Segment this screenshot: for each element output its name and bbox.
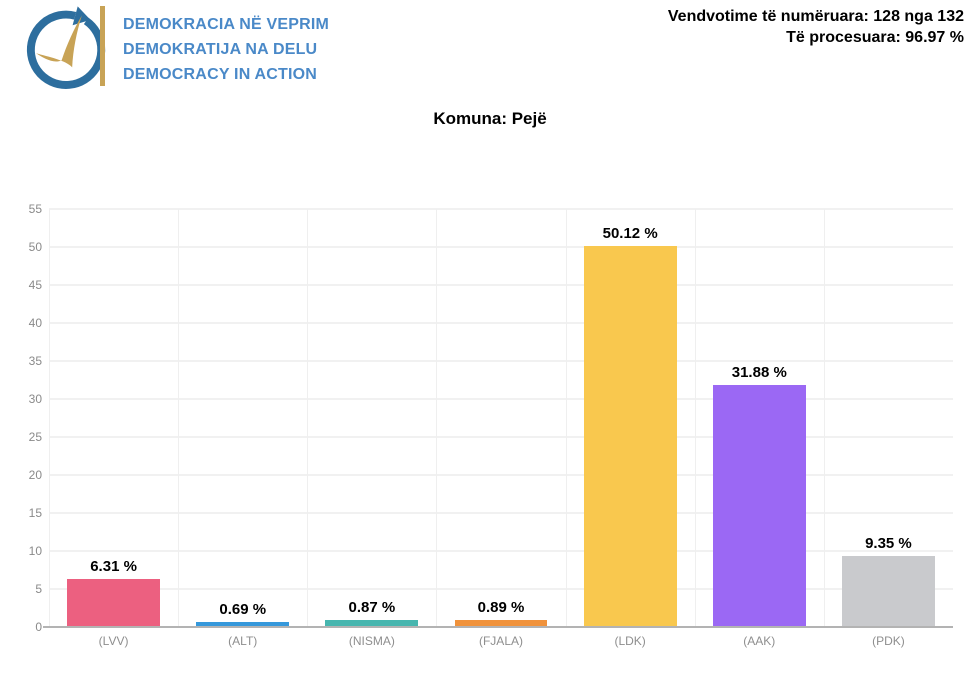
bar-value-label: 9.35 % <box>865 534 912 552</box>
x-axis-line <box>43 626 953 628</box>
h-gridline <box>49 246 953 248</box>
v-gridline <box>49 209 50 627</box>
democracy-in-action-logo-icon <box>26 6 106 89</box>
polling-stations-counted: Vendvotime të numëruara: 128 nga 132 <box>667 8 964 25</box>
bar-value-label: 0.69 % <box>219 600 267 618</box>
bar-alt[interactable] <box>196 621 290 627</box>
counting-stats: Vendvotime të numëruara: 128 nga 132 Të … <box>668 6 964 48</box>
v-gridline <box>694 209 696 627</box>
x-axis-labels: (LVV) (ALT) (NISMA) (FJALA) (LDK) (AAK) (PDK) <box>49 634 953 652</box>
h-gridline <box>49 588 953 590</box>
bar-value-label: 0.89 % <box>477 599 525 617</box>
processed-percentage: Të procesuara: 96.97 % <box>786 29 964 46</box>
y-tick-label: 20 <box>28 468 42 482</box>
h-gridline <box>49 208 953 210</box>
y-axis: 0 5 10 15 20 25 30 35 40 45 50 55 <box>0 202 42 634</box>
brand-line-serbian: DEMOKRATIJA NA DELU <box>123 41 318 58</box>
v-gridline <box>436 209 438 627</box>
brand-line-albanian: DEMOKRACIA NË VEPRIM <box>123 16 330 33</box>
brand-wordmark: DEMOKRACIA NË VEPRIM DEMOKRATIJA NA DELU… <box>123 12 329 87</box>
brand-logo <box>22 4 110 92</box>
x-tick-label: (LVV) <box>98 634 129 648</box>
h-gridline <box>49 436 953 438</box>
bar-nisma[interactable] <box>325 620 419 627</box>
h-gridline <box>49 398 953 400</box>
y-tick-label: 15 <box>28 506 42 520</box>
v-gridline <box>565 209 567 627</box>
x-tick-label: (AAK) <box>743 634 776 648</box>
chart-title: Komuna: Pejë <box>433 109 547 128</box>
bar-value-label: 50.12 % <box>602 225 658 243</box>
bar-pdk[interactable] <box>841 555 935 627</box>
bar-aak[interactable] <box>712 384 806 627</box>
x-tick-label: (FJALA) <box>478 634 523 648</box>
brand-divider <box>100 6 105 86</box>
brand-line-english: DEMOCRACY IN ACTION <box>123 66 318 83</box>
y-tick-label: 30 <box>28 392 42 406</box>
y-tick-label: 45 <box>28 278 42 292</box>
y-tick-label: 35 <box>28 354 42 368</box>
bar-lvv[interactable] <box>67 579 161 627</box>
bar-ldk[interactable] <box>583 246 677 627</box>
x-tick-label: (NISMA) <box>348 634 395 648</box>
h-gridline <box>49 512 953 514</box>
y-tick-label: 5 <box>35 582 42 596</box>
h-gridline <box>49 322 953 324</box>
h-gridline <box>49 284 953 286</box>
v-gridline <box>178 209 180 627</box>
y-tick-label: 55 <box>28 202 42 216</box>
bar-value-label: 0.87 % <box>348 599 396 617</box>
h-gridline <box>49 550 953 552</box>
y-tick-label: 0 <box>35 620 42 634</box>
y-tick-label: 40 <box>28 316 42 330</box>
h-gridline <box>49 474 953 476</box>
v-gridline <box>307 209 309 627</box>
bar-fjala[interactable] <box>454 620 548 627</box>
y-tick-label: 50 <box>28 240 42 254</box>
bar-value-label: 6.31 % <box>90 558 137 576</box>
x-tick-label: (PDK) <box>872 634 905 648</box>
bar-chart-plot-area: 6.31 % 0.69 % 0.87 % 0.89 % 50.12 % 31.88 % 9.… <box>43 208 953 628</box>
v-gridline <box>823 209 825 627</box>
bar-value-label: 31.88 % <box>731 363 787 381</box>
x-tick-label: (ALT) <box>228 634 258 648</box>
x-tick-label: (LDK) <box>614 634 646 648</box>
y-tick-label: 10 <box>28 544 42 558</box>
y-tick-label: 25 <box>28 430 42 444</box>
h-gridline <box>49 360 953 362</box>
